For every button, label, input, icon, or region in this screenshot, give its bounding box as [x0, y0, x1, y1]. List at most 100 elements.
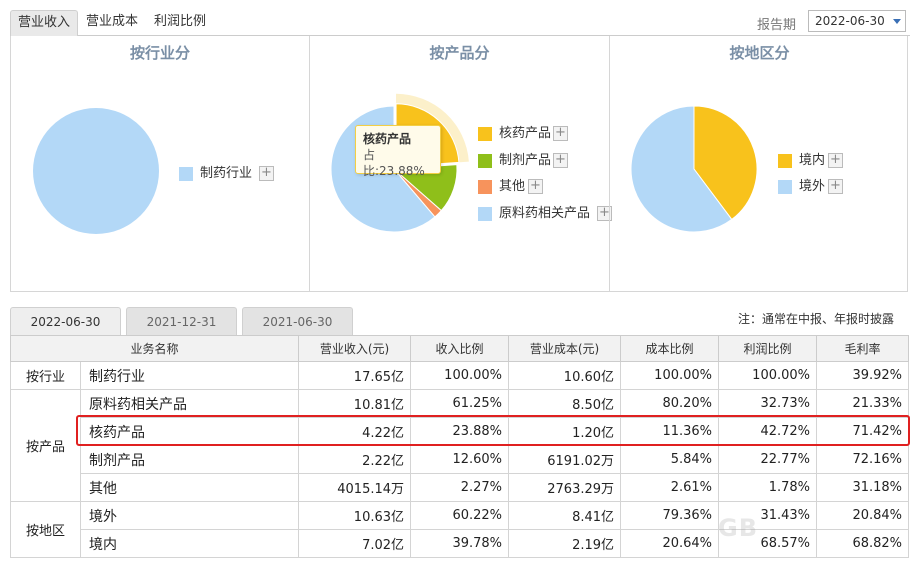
- gross-margin-cell: 20.84%: [816, 501, 910, 530]
- revenue-ratio-cell: 100.00%: [410, 361, 510, 390]
- legend-label: 境内: [799, 153, 826, 168]
- table-row: 核药产品 4.22亿 23.88% 1.20亿 11.36% 42.72% 71.42%: [11, 417, 910, 446]
- tooltip-name: 核药产品: [363, 132, 412, 146]
- panel-by-industry: 按行业分 制药行业 +: [11, 36, 309, 291]
- profit-ratio-cell: 32.73%: [718, 389, 818, 418]
- business-name-cell: 境外: [79, 501, 300, 530]
- legend-label: 制剂产品: [499, 153, 552, 168]
- table-header-row: 业务名称 营业收入(元) 收入比例 营业成本(元) 成本比例 利润比例 毛利率: [9, 335, 910, 362]
- cost-ratio-cell: 80.20%: [620, 389, 720, 418]
- cost-ratio-cell: 2.61%: [620, 473, 720, 502]
- profit-ratio-cell: 1.78%: [718, 473, 818, 502]
- panel-title: 按行业分: [129, 44, 190, 62]
- legend-swatch: [778, 180, 792, 194]
- revenue-ratio-cell: 23.88%: [410, 417, 510, 446]
- expand-plus-icon[interactable]: +: [259, 166, 274, 181]
- business-table: 业务名称 营业收入(元) 收入比例 营业成本(元) 成本比例 利润比例 毛利率 …: [9, 335, 910, 558]
- revenue-ratio-cell: 61.25%: [410, 389, 510, 418]
- revenue-ratio-cell: 39.78%: [410, 529, 510, 558]
- expand-plus-icon[interactable]: +: [597, 206, 612, 221]
- col-header-name: 业务名称: [9, 335, 300, 362]
- profit-ratio-cell: 22.77%: [718, 445, 818, 474]
- industry-pie-chart: [33, 108, 159, 234]
- pie-slice[interactable]: [630, 105, 733, 233]
- cost-cell: 2763.29万: [508, 473, 622, 502]
- revenue-cell: 17.65亿: [298, 361, 412, 390]
- revenue-cell: 10.81亿: [298, 389, 412, 418]
- row-group-label: 按产品: [10, 389, 81, 502]
- table-row: 制剂产品 2.22亿 12.60% 6191.02万 5.84% 22.77% 72.16%: [11, 445, 910, 474]
- gross-margin-cell: 68.82%: [816, 529, 910, 558]
- cost-cell: 10.60亿: [508, 361, 622, 390]
- region-pie-chart: [630, 105, 758, 233]
- table-row: 按行业 制药行业 17.65亿 100.00% 10.60亿 100.00% 100.00%…: [10, 361, 910, 390]
- profit-ratio-cell: 100.00%: [718, 361, 818, 390]
- legend-label: 其他: [499, 179, 526, 194]
- charts-area: 按行业分 制药行业 + 按产品分 核药产品 + 制剂产品 + 其他 +: [10, 36, 908, 292]
- pie-slice[interactable]: [693, 105, 758, 221]
- col-header-revenue-ratio: 收入比例: [410, 335, 510, 362]
- business-name-cell: 原料药相关产品: [79, 389, 300, 418]
- revenue-cell: 10.63亿: [298, 501, 412, 530]
- gross-margin-cell: 72.16%: [816, 445, 910, 474]
- cost-ratio-cell: 20.64%: [620, 529, 720, 558]
- panel-by-region: 按地区分 境内 + 境外 +: [609, 36, 909, 291]
- business-name-cell: 制剂产品: [79, 445, 300, 474]
- table-row: 其他 4015.14万 2.27% 2763.29万 2.61% 1.78% 31.18%: [11, 473, 910, 502]
- cost-ratio-cell: 11.36%: [620, 417, 720, 446]
- revenue-ratio-cell: 2.27%: [410, 473, 510, 502]
- cost-ratio-cell: 100.00%: [620, 361, 720, 390]
- legend-label: 原料药相关产品: [499, 206, 591, 221]
- row-group-label: 按地区: [10, 501, 81, 558]
- business-name-cell: 制药行业: [79, 361, 300, 390]
- expand-plus-icon[interactable]: +: [828, 179, 843, 194]
- revenue-cell: 2.22亿: [298, 445, 412, 474]
- cost-ratio-cell: 5.84%: [620, 445, 720, 474]
- disclosure-note: 注：通常在中报、年报时披露: [738, 312, 895, 326]
- period-select[interactable]: 2022-06-30: [808, 10, 906, 32]
- period-select-value: 2022-06-30: [815, 14, 885, 28]
- pie-tooltip: 核药产品 占比:23.88%: [355, 125, 441, 178]
- date-tab-2021-12-31[interactable]: 2021-12-31: [126, 307, 237, 335]
- gross-margin-cell: 31.18%: [816, 473, 910, 502]
- tab-profit-ratio[interactable]: 利润比例: [153, 14, 206, 29]
- cost-cell: 8.50亿: [508, 389, 622, 418]
- pie-slice[interactable]: [33, 108, 159, 234]
- expand-plus-icon[interactable]: +: [553, 126, 568, 141]
- date-tab-2022-06-30[interactable]: 2022-06-30: [10, 307, 121, 336]
- profit-ratio-cell: 42.72%: [718, 417, 818, 446]
- table-row: 按产品 原料药相关产品 10.81亿 61.25% 8.50亿 80.20% 32.73% 2…: [10, 389, 910, 502]
- business-name-cell: 境内: [79, 529, 300, 558]
- cost-cell: 1.20亿: [508, 417, 622, 446]
- cost-cell: 2.19亿: [508, 529, 622, 558]
- col-header-revenue: 营业收入(元): [298, 335, 412, 362]
- tooltip-value: 占比:23.88%: [363, 148, 425, 178]
- table-row: 境内 7.02亿 39.78% 2.19亿 20.64% 68.57% 68.82%: [11, 529, 910, 558]
- date-tab-2021-06-30[interactable]: 2021-06-30: [242, 307, 353, 335]
- revenue-cell: 7.02亿: [298, 529, 412, 558]
- watermark: GB: [718, 514, 758, 542]
- col-header-cost-ratio: 成本比例: [620, 335, 720, 362]
- row-group-label: 按行业: [10, 361, 81, 390]
- period-label: 报告期: [757, 18, 797, 33]
- revenue-ratio-cell: 60.22%: [410, 501, 510, 530]
- expand-plus-icon[interactable]: +: [528, 179, 543, 194]
- tab-cost[interactable]: 营业成本: [85, 14, 138, 29]
- cost-ratio-cell: 79.36%: [620, 501, 720, 530]
- col-header-cost: 营业成本(元): [508, 335, 622, 362]
- expand-plus-icon[interactable]: +: [828, 153, 843, 168]
- business-name-cell: 核药产品: [79, 417, 300, 446]
- tab-revenue[interactable]: 营业收入: [10, 10, 78, 36]
- revenue-cell: 4.22亿: [298, 417, 412, 446]
- cost-cell: 8.41亿: [508, 501, 622, 530]
- revenue-cell: 4015.14万: [298, 473, 412, 502]
- legend-swatch: [478, 180, 492, 194]
- gross-margin-cell: 71.42%: [816, 417, 910, 446]
- panel-title: 按产品分: [429, 44, 490, 62]
- legend-label: 境外: [799, 179, 826, 194]
- panel-by-product: 按产品分 核药产品 + 制剂产品 + 其他 + 原料药相关产品 +: [309, 36, 612, 291]
- chevron-down-icon: [893, 19, 901, 24]
- panel-title: 按地区分: [729, 44, 790, 62]
- expand-plus-icon[interactable]: +: [553, 153, 568, 168]
- cost-cell: 6191.02万: [508, 445, 622, 474]
